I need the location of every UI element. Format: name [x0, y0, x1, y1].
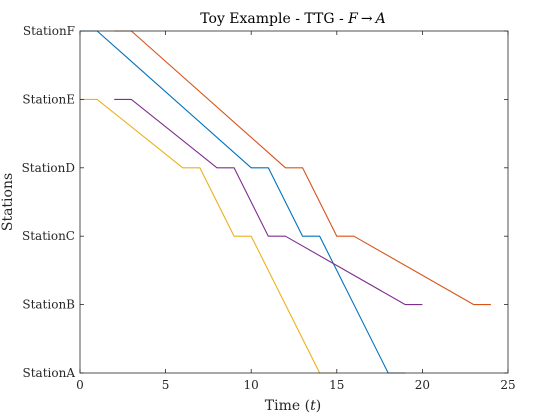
y-tick-label: StationF: [23, 24, 75, 38]
y-tick-label: StationE: [22, 92, 75, 106]
x-axis: 0 5 10 15 20 25: [76, 31, 516, 392]
x-tick-label: 10: [244, 378, 259, 392]
x-tick-label: 5: [162, 378, 170, 392]
y-tick-label: StationA: [23, 366, 76, 380]
chart-title: Toy Example - TTG - F → A: [200, 11, 385, 27]
series-2-line: [114, 30, 491, 306]
x-tick-label: 15: [329, 378, 344, 392]
x-tick-label: 0: [76, 378, 84, 392]
y-axis-label: Stations: [0, 173, 16, 231]
x-tick-label: 25: [500, 378, 515, 392]
axes-box: [79, 30, 509, 374]
y-tick-label: StationB: [22, 298, 75, 312]
series-3-line: [80, 98, 337, 374]
series-4-line: [114, 98, 423, 306]
series-1-line: [80, 30, 406, 374]
series-layer: [80, 30, 491, 374]
x-tick-label: 20: [415, 378, 430, 392]
x-axis-label: Time (t): [265, 398, 321, 414]
y-axis: StationA StationB StationC StationD StationE…: [22, 24, 508, 380]
y-tick-label: StationD: [22, 161, 75, 175]
y-tick-label: StationC: [22, 229, 75, 243]
plot-background: [80, 31, 508, 373]
